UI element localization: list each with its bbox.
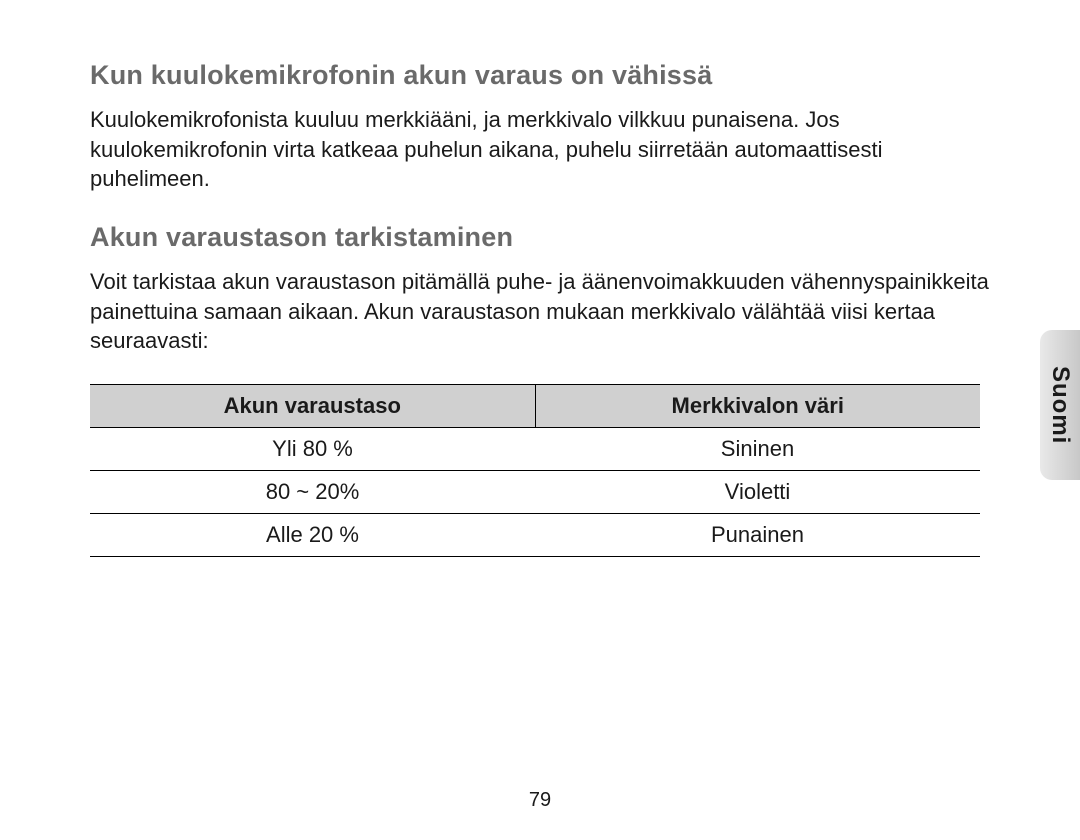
table-header-row: Akun varaustaso Merkkivalon väri [90, 385, 980, 428]
section2-heading: Akun varaustason tarkistaminen [90, 222, 990, 253]
language-tab: Suomi [1040, 330, 1080, 480]
cell-color: Sininen [535, 428, 980, 471]
cell-level: 80 ~ 20% [90, 471, 535, 514]
section1-heading: Kun kuulokemikrofonin akun varaus on väh… [90, 60, 990, 91]
table-header-color: Merkkivalon väri [535, 385, 980, 428]
cell-color: Violetti [535, 471, 980, 514]
section2-body: Voit tarkistaa akun varaustason pitämäll… [90, 267, 990, 356]
table-row: Yli 80 % Sininen [90, 428, 980, 471]
section1-body: Kuulokemikrofonista kuuluu merkkiääni, j… [90, 105, 990, 194]
cell-level: Yli 80 % [90, 428, 535, 471]
cell-color: Punainen [535, 514, 980, 557]
table-row: Alle 20 % Punainen [90, 514, 980, 557]
battery-level-table: Akun varaustaso Merkkivalon väri Yli 80 … [90, 384, 980, 557]
table-header-level: Akun varaustaso [90, 385, 535, 428]
table-row: 80 ~ 20% Violetti [90, 471, 980, 514]
page-number: 79 [0, 789, 1080, 812]
language-tab-label: Suomi [1046, 366, 1074, 444]
cell-level: Alle 20 % [90, 514, 535, 557]
manual-page: Kun kuulokemikrofonin akun varaus on väh… [0, 0, 1080, 840]
